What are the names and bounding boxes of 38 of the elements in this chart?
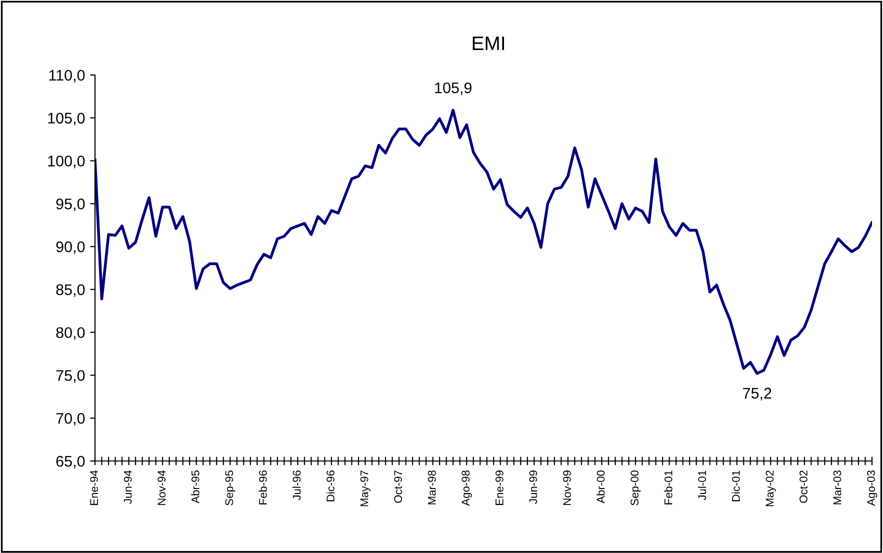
x-tick-label: Ago-98 bbox=[462, 470, 472, 506]
x-tick-label: Oct-97 bbox=[394, 470, 402, 503]
x-tick-label: Ene-99 bbox=[496, 470, 504, 505]
y-tick-label: 105,0 bbox=[48, 112, 85, 126]
x-tick-label: Feb-96 bbox=[258, 470, 267, 504]
x-tick-label: Nov-94 bbox=[158, 470, 166, 505]
x-tick-label: May-97 bbox=[360, 470, 370, 506]
y-tick-label: 75,0 bbox=[56, 370, 85, 383]
x-tick-label: Ene-94 bbox=[90, 470, 98, 505]
x-tick-label: Jul-01 bbox=[698, 470, 706, 500]
x-tick-label: Jun-99 bbox=[529, 470, 538, 504]
x-tick-label: Jul-96 bbox=[292, 470, 301, 500]
y-tick-label: 90,0 bbox=[56, 241, 85, 254]
x-tick-label: Sep-00 bbox=[630, 470, 641, 506]
y-tick-label: 80,0 bbox=[56, 327, 85, 340]
x-tick-label: Sep-95 bbox=[225, 470, 236, 506]
x-tick-label: Jun-94 bbox=[124, 470, 132, 504]
x-tick-label: Oct-02 bbox=[800, 470, 808, 503]
x-tick-label: Abr-00 bbox=[596, 470, 605, 504]
x-tick-label: Abr-95 bbox=[191, 470, 200, 504]
y-tick-label: 85,0 bbox=[56, 284, 85, 297]
x-tick-label: May-02 bbox=[766, 470, 776, 506]
y-tick-label: 95,0 bbox=[56, 198, 85, 212]
x-tick-label: Mar-03 bbox=[833, 470, 842, 504]
y-tick-label: 100,0 bbox=[48, 156, 85, 168]
y-tick-label: 110,0 bbox=[49, 70, 85, 82]
chart-title: EMI bbox=[472, 36, 504, 50]
y-tick-label: 70,0 bbox=[56, 412, 85, 426]
y-tick-label: 65,0 bbox=[56, 456, 85, 468]
annotation: 105,9 bbox=[435, 82, 472, 96]
x-tick-label: Ago-03 bbox=[867, 470, 878, 506]
x-tick-label: Mar-98 bbox=[428, 470, 436, 504]
x-tick-label: Dic-96 bbox=[326, 470, 334, 502]
x-tick-label: Dic-01 bbox=[732, 470, 740, 502]
line-series bbox=[95, 108, 872, 375]
x-tick-label: Feb-01 bbox=[664, 470, 672, 504]
x-tick-label: Nov-99 bbox=[563, 470, 571, 505]
annotation: 75,2 bbox=[743, 388, 772, 400]
